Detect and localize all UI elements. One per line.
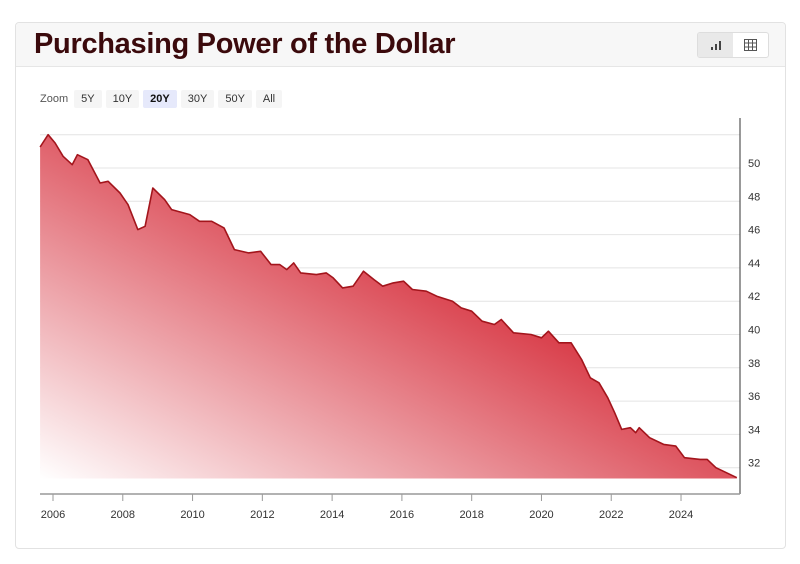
x-tick-label: 2014 bbox=[320, 509, 344, 521]
x-tick-label: 2008 bbox=[111, 509, 135, 521]
x-tick-label: 2012 bbox=[250, 509, 274, 521]
chart-title: Purchasing Power of the Dollar bbox=[34, 28, 456, 60]
zoom-selector: Zoom 5Y 10Y 20Y 30Y 50Y All bbox=[40, 90, 286, 108]
y-tick-label: 40 bbox=[748, 325, 760, 337]
y-tick-label: 50 bbox=[748, 158, 760, 170]
y-tick-label: 32 bbox=[748, 458, 760, 470]
chart-header: Purchasing Power of the Dollar bbox=[16, 23, 785, 67]
y-tick-label: 46 bbox=[748, 225, 760, 237]
chart-view-button[interactable] bbox=[698, 33, 733, 57]
zoom-50y-button[interactable]: 50Y bbox=[218, 90, 252, 108]
x-tick-label: 2020 bbox=[529, 509, 553, 521]
view-toggle bbox=[697, 32, 769, 58]
y-tick-label: 36 bbox=[748, 391, 760, 403]
zoom-20y-button[interactable]: 20Y bbox=[143, 90, 177, 108]
table-icon bbox=[744, 39, 757, 51]
y-tick-label: 34 bbox=[748, 424, 760, 436]
zoom-5y-button[interactable]: 5Y bbox=[74, 90, 102, 108]
zoom-all-button[interactable]: All bbox=[255, 90, 283, 108]
area-fill bbox=[40, 134, 737, 479]
series-line bbox=[39, 133, 738, 479]
y-tick-label: 48 bbox=[748, 191, 760, 203]
zoom-10y-button[interactable]: 10Y bbox=[105, 90, 140, 108]
zoom-label: Zoom bbox=[40, 93, 69, 105]
y-tick-label: 38 bbox=[748, 358, 760, 370]
x-tick-label: 2022 bbox=[599, 509, 623, 521]
x-tick-label: 2016 bbox=[390, 509, 414, 521]
y-tick-label: 44 bbox=[748, 258, 760, 270]
y-tick-label: 42 bbox=[748, 291, 760, 303]
x-tick-label: 2018 bbox=[459, 509, 483, 521]
bar-chart-icon bbox=[710, 41, 721, 50]
x-tick-label: 2024 bbox=[669, 509, 693, 521]
table-view-button[interactable] bbox=[733, 33, 768, 57]
x-tick-label: 2006 bbox=[41, 509, 65, 521]
zoom-30y-button[interactable]: 30Y bbox=[180, 90, 215, 108]
x-tick-label: 2010 bbox=[180, 509, 204, 521]
